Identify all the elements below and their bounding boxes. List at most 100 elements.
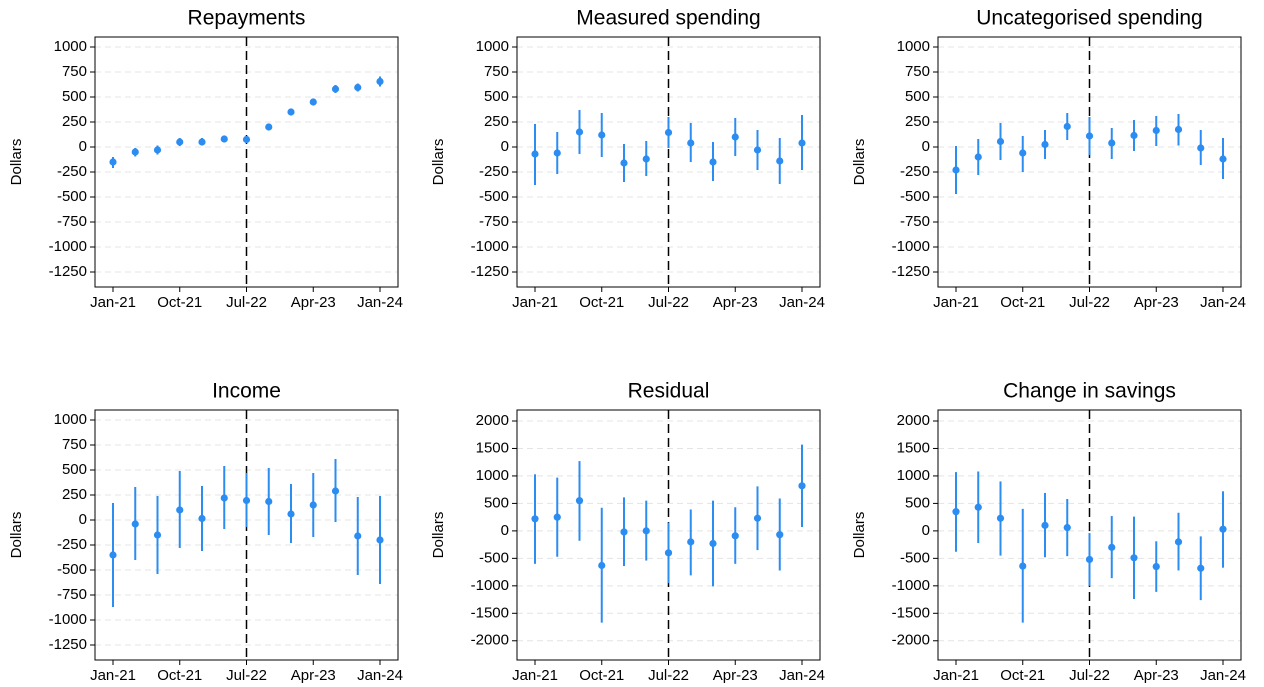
point-estimate bbox=[354, 83, 362, 92]
point-estimate bbox=[1152, 562, 1160, 571]
panel: Residual Dollars 2000 1500 1000 500 0 -500 -1000… bbox=[430, 380, 825, 684]
y-tick-label: 500 bbox=[484, 494, 509, 511]
point-estimate bbox=[620, 159, 628, 167]
panel: Uncategorised spending Dollars 1000 750 500 2… bbox=[851, 7, 1246, 311]
point-estimate bbox=[798, 139, 806, 147]
y-tick-label: -250 bbox=[900, 163, 930, 180]
x-tick-label: Jan-24 bbox=[779, 294, 825, 311]
y-tick-label: 500 bbox=[62, 88, 87, 105]
point-estimate bbox=[1130, 554, 1138, 562]
point-estimate bbox=[309, 501, 317, 509]
panel: Income Dollars 1000 750 500 250 0 -250 -500 -750 -… bbox=[8, 380, 403, 684]
y-tick-label: 0 bbox=[501, 138, 509, 155]
point-estimate bbox=[1085, 132, 1094, 140]
point-estimate bbox=[331, 85, 340, 93]
y-tick-label: -1500 bbox=[471, 604, 509, 621]
point-estimate bbox=[709, 158, 717, 166]
panel-title: Repayments bbox=[188, 7, 306, 30]
point-estimate bbox=[1197, 144, 1205, 152]
point-estimate bbox=[620, 528, 628, 536]
y-tick-label: 750 bbox=[62, 63, 87, 80]
point-estimate bbox=[731, 532, 739, 540]
y-tick-label: 2000 bbox=[897, 412, 930, 429]
plot-frame bbox=[516, 36, 821, 288]
x-tick-label: Apr-23 bbox=[1134, 294, 1179, 311]
y-tick-label: 500 bbox=[484, 88, 509, 105]
y-tick-label: 1000 bbox=[54, 38, 87, 55]
panel-title: Income bbox=[212, 380, 281, 403]
x-tick-label: Jan-24 bbox=[1200, 294, 1246, 311]
point-estimate bbox=[974, 503, 982, 511]
point-estimate bbox=[265, 123, 273, 131]
y-tick-label: -1000 bbox=[471, 577, 509, 594]
point-estimate bbox=[176, 506, 184, 514]
x-tick-label: Apr-23 bbox=[291, 667, 336, 684]
point-estimate bbox=[731, 133, 739, 141]
y-tick-label: -500 bbox=[57, 561, 87, 578]
panel: Repayments Dollars 1000 750 500 250 0 -250 -500 -… bbox=[8, 7, 403, 311]
panel-title: Change in savings bbox=[1003, 380, 1176, 403]
point-estimate bbox=[309, 98, 317, 106]
y-tick-label: 500 bbox=[62, 461, 87, 478]
y-tick-label: 2000 bbox=[476, 412, 509, 429]
point-estimate bbox=[642, 155, 650, 163]
y-axis-label: Dollars bbox=[851, 512, 868, 559]
point-estimate bbox=[531, 150, 539, 158]
y-tick-label: -500 bbox=[900, 188, 930, 205]
y-tick-label: -1250 bbox=[471, 263, 509, 280]
panel-title: Residual bbox=[628, 380, 710, 403]
point-estimate bbox=[376, 536, 384, 544]
x-tick-label: Jan-21 bbox=[512, 294, 558, 311]
point-estimate bbox=[153, 146, 162, 154]
y-tick-label: -750 bbox=[479, 213, 509, 230]
y-tick-label: -500 bbox=[479, 188, 509, 205]
point-estimate bbox=[996, 137, 1005, 146]
point-estimate bbox=[242, 496, 251, 505]
y-tick-label: -500 bbox=[57, 188, 87, 205]
point-estimate bbox=[664, 128, 673, 137]
y-tick-label: 750 bbox=[484, 63, 509, 80]
x-tick-label: Oct-21 bbox=[157, 667, 202, 684]
point-estimate bbox=[109, 158, 117, 166]
x-tick-label: Apr-23 bbox=[1134, 667, 1179, 684]
point-estimate bbox=[575, 497, 584, 505]
y-tick-label: 0 bbox=[79, 511, 87, 528]
point-estimate bbox=[687, 538, 695, 546]
point-estimate bbox=[753, 514, 762, 522]
y-tick-label: -2000 bbox=[892, 632, 930, 649]
point-estimate bbox=[553, 513, 561, 521]
plot-frame bbox=[516, 409, 821, 661]
point-estimate bbox=[1063, 523, 1071, 532]
point-estimate bbox=[1041, 140, 1049, 149]
x-tick-label: Oct-21 bbox=[1000, 667, 1045, 684]
y-tick-label: -2000 bbox=[471, 632, 509, 649]
point-estimate bbox=[1019, 149, 1027, 157]
y-tick-label: 500 bbox=[905, 88, 930, 105]
point-estimate bbox=[287, 108, 295, 116]
point-estimate bbox=[598, 561, 606, 570]
point-estimate bbox=[575, 128, 584, 136]
point-estimate bbox=[1041, 521, 1049, 529]
point-estimate bbox=[376, 77, 384, 86]
plot-frame bbox=[94, 409, 399, 661]
plot-frame bbox=[94, 36, 399, 288]
y-tick-label: 500 bbox=[905, 494, 930, 511]
point-estimate bbox=[642, 527, 650, 535]
y-tick-label: -250 bbox=[57, 163, 87, 180]
point-estimate bbox=[198, 138, 206, 146]
y-tick-label: -500 bbox=[900, 549, 930, 566]
x-tick-label: Jan-21 bbox=[90, 667, 136, 684]
point-estimate bbox=[753, 146, 762, 154]
y-tick-label: -750 bbox=[900, 213, 930, 230]
point-estimate bbox=[153, 531, 162, 539]
x-tick-label: Jan-21 bbox=[512, 667, 558, 684]
y-tick-label: 1500 bbox=[897, 439, 930, 456]
y-tick-label: 0 bbox=[922, 138, 930, 155]
y-axis-label: Dollars bbox=[8, 512, 25, 559]
point-estimate bbox=[553, 149, 561, 157]
point-estimate bbox=[598, 131, 606, 139]
x-tick-label: Oct-21 bbox=[579, 667, 624, 684]
x-tick-label: Jan-24 bbox=[357, 667, 403, 684]
point-estimate bbox=[287, 510, 295, 518]
